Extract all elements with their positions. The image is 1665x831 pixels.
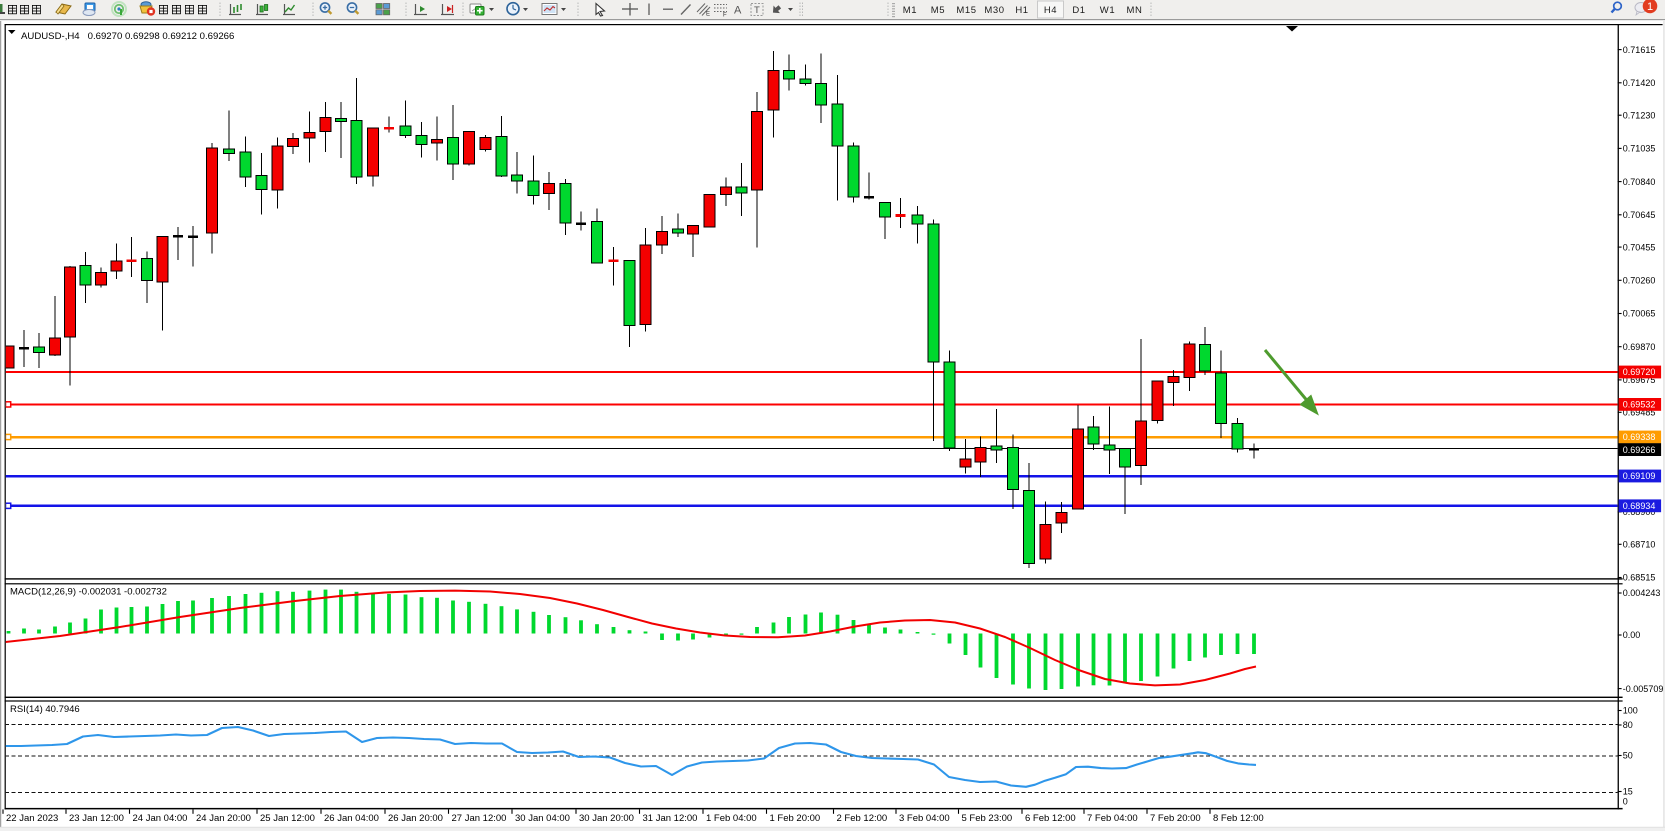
svg-text:3 Feb 04:00: 3 Feb 04:00 xyxy=(899,813,950,824)
svg-text:0.69720: 0.69720 xyxy=(1623,367,1656,377)
svg-text:7 Feb 04:00: 7 Feb 04:00 xyxy=(1087,813,1138,824)
svg-text:0.69338: 0.69338 xyxy=(1623,432,1656,442)
svg-text:T: T xyxy=(754,5,760,16)
svg-text:30 Jan 04:00: 30 Jan 04:00 xyxy=(515,813,570,824)
svg-text:M30: M30 xyxy=(984,5,1004,16)
svg-text:15: 15 xyxy=(1623,787,1633,797)
svg-text:0.68515: 0.68515 xyxy=(1623,573,1656,583)
svg-text:0.69532: 0.69532 xyxy=(1623,400,1656,410)
svg-text:1 Feb 04:00: 1 Feb 04:00 xyxy=(706,813,757,824)
svg-text:0.69870: 0.69870 xyxy=(1623,342,1656,352)
svg-text:1: 1 xyxy=(1647,1,1653,13)
svg-text:26 Jan 20:00: 26 Jan 20:00 xyxy=(388,813,443,824)
svg-text:8 Feb 12:00: 8 Feb 12:00 xyxy=(1213,813,1264,824)
svg-text:H1: H1 xyxy=(1015,5,1028,16)
svg-text:0.00: 0.00 xyxy=(1623,630,1641,640)
svg-text:0.69109: 0.69109 xyxy=(1623,471,1656,481)
svg-text:F: F xyxy=(723,13,727,19)
svg-text:25 Jan 12:00: 25 Jan 12:00 xyxy=(260,813,315,824)
svg-text:0.71035: 0.71035 xyxy=(1623,144,1656,154)
svg-text:0: 0 xyxy=(1623,796,1628,806)
svg-text:M1: M1 xyxy=(903,5,917,16)
svg-text:RSI(14) 40.7946: RSI(14) 40.7946 xyxy=(10,704,80,715)
svg-text:0.70260: 0.70260 xyxy=(1623,276,1656,286)
svg-text:7 Feb 20:00: 7 Feb 20:00 xyxy=(1150,813,1201,824)
svg-text:D1: D1 xyxy=(1072,5,1085,16)
svg-text:26 Jan 04:00: 26 Jan 04:00 xyxy=(324,813,379,824)
svg-text:2 Feb 12:00: 2 Feb 12:00 xyxy=(837,813,888,824)
svg-text:100: 100 xyxy=(1623,706,1638,716)
svg-text:0.69675: 0.69675 xyxy=(1623,375,1656,385)
svg-text:A: A xyxy=(734,5,742,17)
svg-text:AUDUSD-,H4 0.69270 0.69298 0: AUDUSD-,H4 0.69270 0.69298 0.69212 0.692… xyxy=(21,31,234,42)
svg-text:5 Feb 23:00: 5 Feb 23:00 xyxy=(962,813,1013,824)
svg-text:0.70645: 0.70645 xyxy=(1623,210,1656,220)
svg-text:80: 80 xyxy=(1623,720,1633,730)
svg-text:MN: MN xyxy=(1127,5,1143,16)
svg-text:0.71230: 0.71230 xyxy=(1623,110,1656,120)
svg-text:27 Jan 12:00: 27 Jan 12:00 xyxy=(452,813,507,824)
svg-text:0.69485: 0.69485 xyxy=(1623,408,1656,418)
svg-text:0.004243: 0.004243 xyxy=(1623,588,1661,598)
svg-text:M5: M5 xyxy=(931,5,945,16)
svg-text:0.71615: 0.71615 xyxy=(1623,45,1656,55)
svg-text:22 Jan 2023: 22 Jan 2023 xyxy=(6,813,58,824)
svg-text:31 Jan 12:00: 31 Jan 12:00 xyxy=(643,813,698,824)
svg-text:0.68934: 0.68934 xyxy=(1623,501,1656,511)
svg-text:1 Feb 20:00: 1 Feb 20:00 xyxy=(770,813,821,824)
svg-text:50: 50 xyxy=(1623,751,1633,761)
svg-text:24 Jan 20:00: 24 Jan 20:00 xyxy=(196,813,251,824)
svg-text:W1: W1 xyxy=(1100,5,1115,16)
svg-text:-0.005709: -0.005709 xyxy=(1623,684,1664,694)
svg-text:23 Jan 12:00: 23 Jan 12:00 xyxy=(69,813,124,824)
svg-text:6 Feb 12:00: 6 Feb 12:00 xyxy=(1025,813,1076,824)
svg-text:MACD(12,26,9) -0.002031 -0.002: MACD(12,26,9) -0.002031 -0.002732 xyxy=(10,587,167,598)
svg-text:0.71420: 0.71420 xyxy=(1623,78,1656,88)
svg-text:24 Jan 04:00: 24 Jan 04:00 xyxy=(133,813,188,824)
svg-text:M15: M15 xyxy=(956,5,976,16)
svg-text:30 Jan 20:00: 30 Jan 20:00 xyxy=(579,813,634,824)
svg-text:0.70065: 0.70065 xyxy=(1623,309,1656,319)
svg-text:0.69266: 0.69266 xyxy=(1623,445,1656,455)
svg-text:0.70840: 0.70840 xyxy=(1623,177,1656,187)
svg-text:E: E xyxy=(706,12,710,18)
svg-text:0.70455: 0.70455 xyxy=(1623,242,1656,252)
svg-text:0.68710: 0.68710 xyxy=(1623,540,1656,550)
svg-text:H4: H4 xyxy=(1044,5,1057,16)
